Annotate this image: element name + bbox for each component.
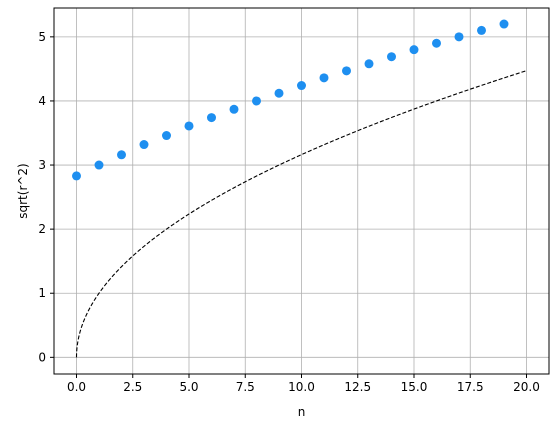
- scatter-point: [409, 45, 419, 55]
- y-tick-label: 0: [38, 350, 46, 364]
- scatter-point: [477, 25, 486, 35]
- y-tick-label: 2: [38, 222, 46, 236]
- x-tick-label: 15.0: [401, 380, 428, 394]
- scatter-point: [229, 104, 239, 114]
- y-tick-label: 5: [38, 30, 46, 44]
- scatter-point: [499, 19, 509, 29]
- scatter-point: [364, 59, 374, 69]
- x-tick-label: 20.0: [513, 380, 540, 394]
- scatter-points: [72, 19, 509, 181]
- scatter-point: [139, 140, 149, 150]
- scatter-point: [94, 160, 104, 170]
- scatter-point: [342, 66, 351, 76]
- y-axis-ticks: 0 1 2 3 4 5: [38, 30, 54, 364]
- scatter-point: [117, 150, 126, 160]
- y-tick-label: 4: [38, 94, 46, 108]
- x-tick-label: 0.0: [67, 380, 86, 394]
- y-tick-label: 1: [38, 286, 46, 300]
- grid-lines: [54, 8, 549, 374]
- scatter-point: [387, 52, 396, 62]
- scatter-point: [162, 131, 171, 141]
- x-axis-label: n: [298, 405, 306, 419]
- scatter-point: [72, 171, 81, 181]
- scatter-point: [297, 81, 306, 91]
- scatter-point: [454, 32, 464, 42]
- scatter-point: [184, 121, 194, 131]
- dashed-sqrt-curve-layer: [75, 70, 527, 358]
- scatter-point: [432, 38, 441, 48]
- x-tick-label: 12.5: [344, 380, 371, 394]
- y-axis-label: sqrt(r^2): [16, 163, 30, 219]
- x-tick-label: 7.5: [236, 380, 255, 394]
- x-tick-label: 10.0: [288, 380, 315, 394]
- scatter-point: [274, 88, 284, 98]
- x-axis-ticks: 0.0 2.5 5.0 7.5 10.0 12.5 15.0 17.5 20.0: [67, 374, 540, 394]
- scatter-point: [207, 113, 216, 123]
- scatter-point: [252, 96, 261, 106]
- scatter-point: [319, 73, 329, 83]
- x-tick-label: 5.0: [179, 380, 198, 394]
- sqrt-dashed-line: [75, 70, 527, 358]
- x-tick-label: 2.5: [123, 380, 142, 394]
- y-tick-label: 3: [38, 158, 46, 172]
- x-tick-label: 17.5: [457, 380, 484, 394]
